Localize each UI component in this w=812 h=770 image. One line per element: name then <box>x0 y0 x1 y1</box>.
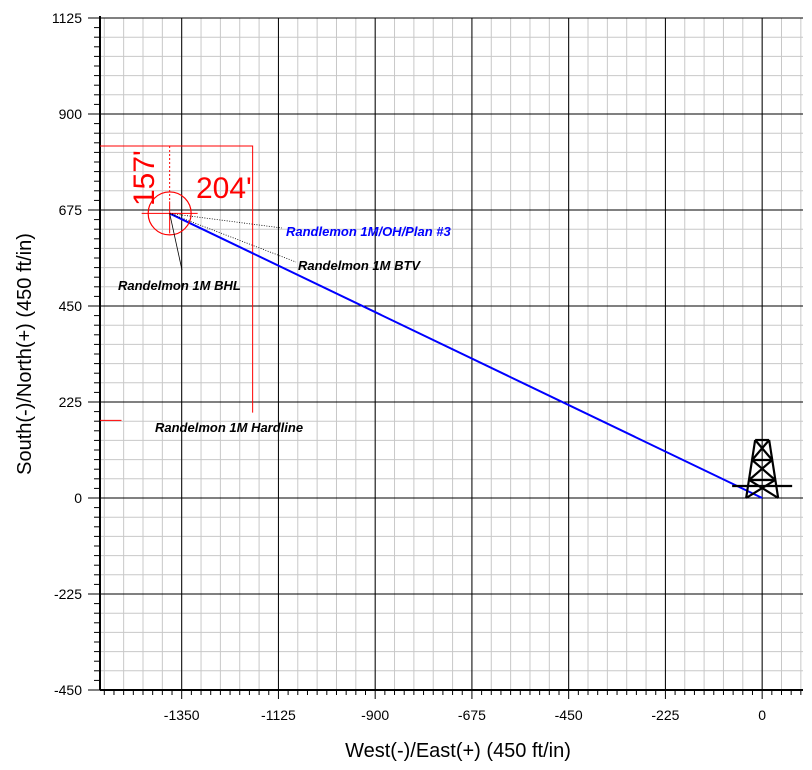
y-tick-label: -450 <box>54 682 82 698</box>
annotation-plan: Randlemon 1M/OH/Plan #3 <box>286 224 451 239</box>
y-tick-label: 1125 <box>52 10 82 26</box>
leader-btv <box>169 213 297 263</box>
drilling-rig-icon <box>732 438 793 499</box>
minor-grid <box>100 17 803 691</box>
rig-strut <box>751 459 776 481</box>
y-axis-title: South(-)/North(+) (450 ft/in) <box>14 233 36 475</box>
rig-strut <box>768 439 780 499</box>
rig-strut <box>748 479 779 499</box>
x-tick-label: -1350 <box>164 707 200 723</box>
hardline-line <box>100 145 254 413</box>
tick-marks <box>88 17 802 699</box>
annotation-leaders <box>169 213 297 271</box>
y-tick-label: 675 <box>59 202 83 218</box>
rig-strut <box>745 479 776 499</box>
y-tick-label: 225 <box>59 394 83 410</box>
rig-strut <box>748 459 773 481</box>
y-tick-label: 900 <box>59 106 83 122</box>
well-path <box>169 212 763 499</box>
tick-labels: -1350 -1125 -900 -675 -450 -225 0 1125 900 675 450… <box>52 10 766 723</box>
major-grid <box>100 17 803 691</box>
rig-strut <box>745 439 757 499</box>
dimension-label-157: 157' <box>128 150 161 206</box>
hardline-boundary <box>100 145 254 421</box>
rig-strut <box>754 439 773 461</box>
leader-bhl <box>169 213 183 271</box>
y-tick-label: -225 <box>54 586 82 602</box>
x-tick-label: -450 <box>555 707 583 723</box>
series-line <box>169 212 763 499</box>
x-tick-label: -1125 <box>261 707 296 723</box>
rig-strut <box>751 439 770 461</box>
y-tick-label: 450 <box>59 298 83 314</box>
annotation-btv: Randelmon 1M BTV <box>298 258 421 273</box>
annotation-hardline: Randelmon 1M Hardline <box>155 420 303 435</box>
x-tick-label: -225 <box>651 707 679 723</box>
annotation-bhl: Randelmon 1M BHL <box>118 278 241 293</box>
x-tick-label: 0 <box>758 707 766 723</box>
x-axis-title: West(-)/East(+) (450 ft/in) <box>345 740 571 762</box>
x-tick-label: -900 <box>361 707 389 723</box>
x-tick-label: -675 <box>458 707 486 723</box>
axes <box>99 16 803 691</box>
dimension-label-204: 204' <box>196 172 252 205</box>
y-tick-label: 0 <box>74 490 82 506</box>
